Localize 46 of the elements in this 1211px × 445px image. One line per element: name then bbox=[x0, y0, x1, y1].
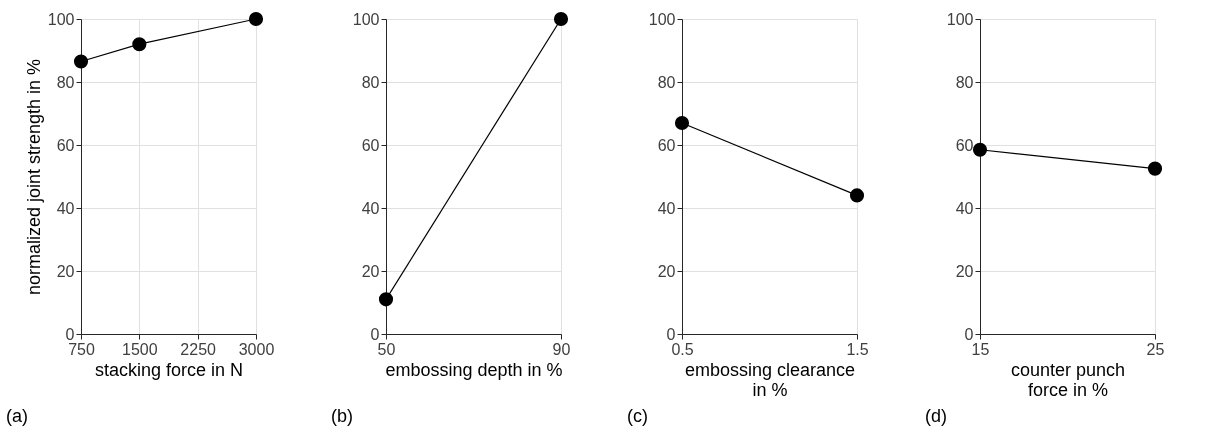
x-tick-label: 15 bbox=[971, 340, 990, 358]
x-axis-title: counter punch force in % bbox=[1010, 359, 1126, 400]
y-tick-label: 100 bbox=[648, 10, 676, 28]
y-tick-label: 60 bbox=[56, 136, 75, 154]
y-tick-label: 60 bbox=[361, 136, 380, 154]
y-tick-label: 40 bbox=[657, 199, 676, 217]
y-tick-label: 40 bbox=[955, 199, 974, 217]
x-tick-label: 2250 bbox=[180, 340, 217, 358]
y-tick-label: 0 bbox=[964, 325, 974, 343]
point bbox=[73, 54, 89, 69]
x-axis-title: stacking force in N bbox=[94, 359, 244, 380]
y-tick-label: 80 bbox=[361, 73, 380, 91]
y-tick-label: 80 bbox=[56, 73, 75, 91]
y-tick-label: 20 bbox=[361, 262, 380, 280]
x-tick-label: 750 bbox=[68, 340, 95, 358]
x-tick-label: 50 bbox=[377, 340, 396, 358]
x-tick-label: 25 bbox=[1146, 340, 1165, 358]
x-tick-label: 0.5 bbox=[671, 340, 694, 358]
y-tick-label: 80 bbox=[657, 73, 676, 91]
x-axis-title: embossing clearance in % bbox=[684, 359, 856, 400]
y-tick-label: 20 bbox=[955, 262, 974, 280]
y-tick-label: 60 bbox=[657, 136, 676, 154]
y-tick-label: 0 bbox=[666, 325, 676, 343]
y-tick-label: 20 bbox=[56, 262, 75, 280]
text: (b) bbox=[331, 406, 353, 426]
text: (d) bbox=[925, 406, 947, 426]
y-tick-label: 100 bbox=[946, 10, 974, 28]
y-tick-label: 100 bbox=[47, 10, 75, 28]
y-tick-label: 40 bbox=[56, 199, 75, 217]
y-axis-title: normalized joint strength in % bbox=[23, 58, 44, 296]
y-tick-label: 20 bbox=[657, 262, 676, 280]
x-tick-label: 1500 bbox=[122, 340, 158, 358]
y-tick-label: 80 bbox=[955, 73, 974, 91]
y-tick-label: 40 bbox=[361, 199, 380, 217]
y-tick-label: 60 bbox=[955, 136, 974, 154]
x-tick-label: 1.5 bbox=[846, 340, 869, 358]
x-tick-label: 3000 bbox=[238, 340, 275, 358]
y-tick-label: 100 bbox=[352, 10, 380, 28]
y-tick-label: 0 bbox=[370, 325, 380, 343]
x-axis-title: embossing depth in % bbox=[385, 359, 563, 380]
text: (a) bbox=[6, 406, 28, 426]
text: (c) bbox=[627, 406, 648, 426]
point bbox=[248, 11, 264, 27]
point bbox=[132, 37, 147, 52]
y-tick-label: 0 bbox=[65, 325, 75, 343]
x-tick-label: 90 bbox=[552, 340, 571, 358]
